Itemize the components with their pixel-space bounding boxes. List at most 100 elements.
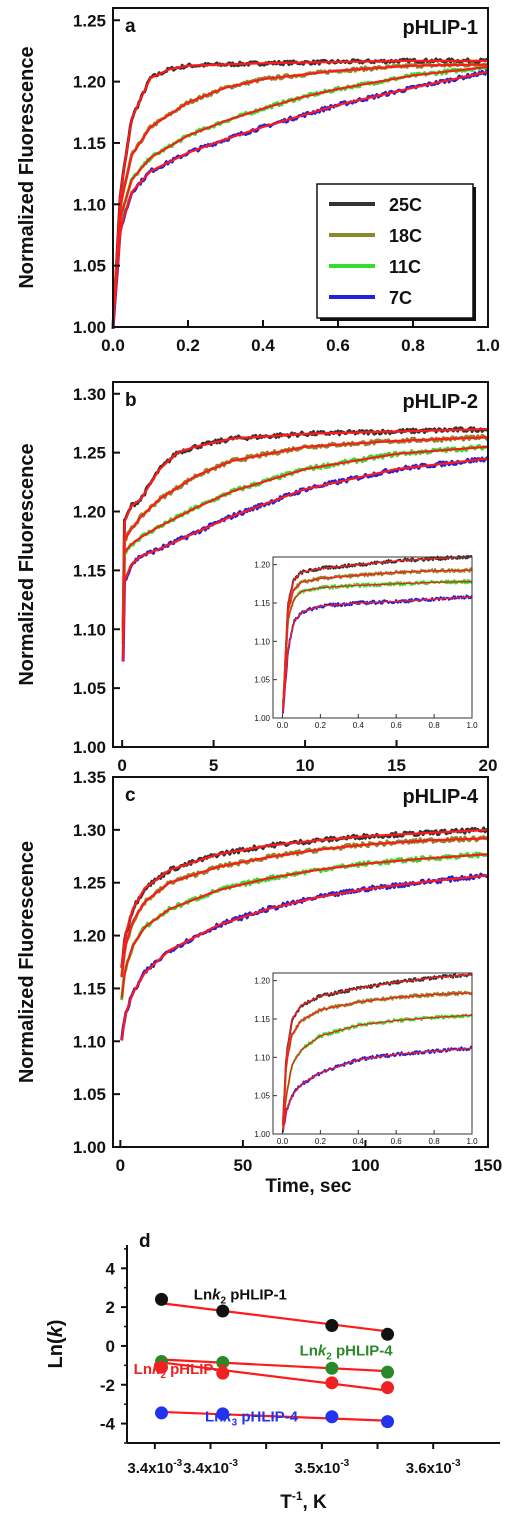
panel-title: pHLIP-4 [402, 786, 478, 808]
x-tick-label: 0 [116, 1156, 125, 1175]
x-tick-label: 15 [387, 756, 406, 775]
inset-fit-line-18C [282, 992, 473, 1126]
fit-line-7C [111, 70, 489, 328]
panel-label: a [125, 16, 136, 37]
y-tick-label: 1.05 [73, 679, 106, 698]
inset-fit-line-25C [282, 973, 473, 1125]
y-tick-label: 1.15 [73, 979, 106, 998]
x-tick-label: 0.6 [326, 336, 350, 355]
inset-fit-line-25C [282, 556, 472, 709]
inset-frame [272, 556, 473, 719]
x-tick-mantissa: 3.5x10 [294, 1460, 340, 1477]
data-point [216, 1355, 230, 1369]
inset-fit-line-7C [282, 1047, 473, 1132]
y-axis-label: Ln(k) [45, 1320, 67, 1369]
annotation-k: k [152, 1361, 161, 1378]
panel-a: 1.00 1.05 1.10 1.15 1.20 1.25 0.0 0.2 0.4 0.6 0.8 1… [16, 7, 500, 355]
x-tick-label: 3.4x10-3 [127, 1458, 182, 1477]
fit-line-7C [122, 457, 489, 662]
inset-y-tick-label: 1.15 [254, 1015, 270, 1024]
y-axis-label-part: Ln( [45, 1337, 67, 1368]
fit-line [161, 1302, 388, 1333]
y-tick-label: 1.35 [73, 768, 106, 787]
inset-background [273, 973, 472, 1134]
fit-line-18C [120, 837, 489, 978]
x-tick-label: 50 [233, 1156, 252, 1175]
plot-frame [112, 381, 489, 748]
fit-line-25C [120, 828, 488, 967]
data-point [325, 1376, 339, 1390]
y-tick-label: 1.30 [73, 821, 106, 840]
series-annotation: Lnk2 pHLIP-2 [134, 1361, 227, 1381]
data-point [155, 1406, 169, 1420]
inset-x-tick-label: 0.8 [429, 721, 441, 730]
y-tick-label: 1.00 [73, 1138, 106, 1157]
inset-x-tick-label: 0.0 [277, 721, 289, 730]
x-tick-mantissa: 3.6x10 [406, 1460, 452, 1477]
inset-x-tick-label: 0.2 [315, 1137, 327, 1146]
series-annotation: Lnk2 pHLIP-1 [194, 1286, 287, 1306]
x-tick-exponent: -3 [340, 1458, 349, 1469]
panel-c: 1.00 1.05 1.10 1.15 1.20 1.25 1.30 1.35 0 50 100 15… [16, 768, 502, 1197]
legend-label: 7C [389, 288, 412, 308]
x-tick-exponent: -3 [452, 1458, 461, 1469]
x-tick-label: 0.2 [176, 336, 200, 355]
y-axis-label: Normalized Fluorescence [16, 46, 38, 288]
annotation-subscript: 2 [160, 1370, 166, 1381]
panel-label: b [125, 390, 137, 411]
inset-x-tick-label: 0.0 [277, 1137, 289, 1146]
annotation-subscript: 2 [220, 1295, 226, 1306]
x-tick-label: 0 [117, 756, 126, 775]
inset-x-tick-label: 0.2 [315, 721, 327, 730]
y-tick-label: 0 [106, 1337, 115, 1356]
annotation-subscript: 3 [232, 1418, 238, 1429]
fit-line-18C [111, 63, 489, 328]
inset-y-tick-label: 1.20 [254, 977, 270, 986]
inset-fit-line-11C [282, 580, 472, 710]
annotation-k: k [223, 1409, 232, 1426]
y-tick-label: 1.10 [73, 195, 106, 214]
y-axis-label-part: k [45, 1325, 67, 1337]
y-tick-label: 1.25 [73, 444, 106, 463]
inset-y-tick-label: 1.10 [254, 637, 270, 646]
inset-x-tick-label: 1.0 [466, 1137, 478, 1146]
data-point [325, 1361, 339, 1375]
inset-y-tick-label: 1.15 [254, 599, 270, 608]
legend: 25C 18C 11C 7C [316, 183, 476, 321]
annotation-subscript: 2 [326, 1352, 332, 1363]
inset-fit-line-11C [282, 1014, 472, 1130]
fit-line-11C [122, 445, 489, 647]
x-axis-label-exponent: -1 [292, 1489, 303, 1503]
y-tick-label: 1.20 [73, 927, 106, 946]
x-tick-label: 10 [296, 756, 315, 775]
series-annotation: Lnk2 pHLIP-4 [300, 1343, 394, 1363]
x-tick-label: 1.0 [476, 336, 500, 355]
inset-fit-line-18C [282, 569, 472, 710]
y-tick-label: 1.20 [73, 73, 106, 92]
x-tick-exponent: -3 [229, 1458, 238, 1469]
y-tick-label: 1.15 [73, 134, 106, 153]
data-point [381, 1381, 395, 1395]
fit-line [161, 1358, 388, 1373]
panel-b: 1.00 1.05 1.10 1.15 1.20 1.25 1.30 0 5 10 15 20 b pHL… [16, 381, 497, 775]
series-annotation: Lnk3 pHLIP-4 [205, 1409, 299, 1429]
y-tick-label: 1.00 [73, 318, 106, 337]
annotation-rest: pHLIP-1 [226, 1286, 287, 1303]
annotation-k: k [318, 1343, 327, 1360]
annotation-prefix: Ln [300, 1343, 318, 1360]
x-tick-label: 0.4 [251, 336, 275, 355]
x-tick-label: 3.4x10-3 [183, 1458, 238, 1477]
annotation-prefix: Ln [194, 1286, 212, 1303]
y-tick-label: 1.20 [73, 503, 106, 522]
annotation-prefix: Ln [205, 1409, 223, 1426]
y-tick-label: 1.25 [73, 874, 106, 893]
fit-line-25C [111, 59, 488, 328]
y-tick-label: 1.30 [73, 385, 106, 404]
panel-title: pHLIP-1 [402, 17, 478, 39]
data-point [216, 1407, 230, 1421]
data-point [216, 1366, 230, 1380]
inset-y-tick-label: 1.00 [254, 714, 270, 723]
plot-frame [112, 7, 489, 328]
fit-line-11C [111, 65, 489, 328]
